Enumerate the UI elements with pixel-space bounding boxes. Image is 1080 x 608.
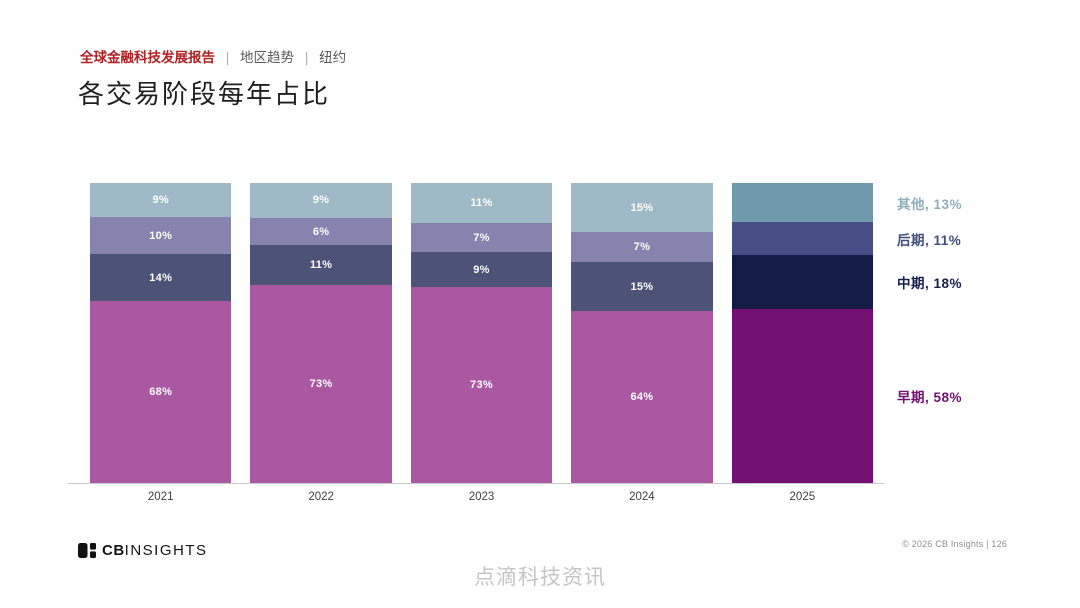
segment-other-2024[interactable]: 15% (571, 183, 713, 233)
segment-value-label: 9% (312, 194, 330, 207)
legend-early: 早期, 58% (897, 390, 963, 405)
watermark-text: 点滴科技资讯 (474, 566, 606, 589)
bar-2022: 9% 6% 11% 73% 2022 (250, 183, 392, 503)
bars-area: 9% 10% 14% 68% 2021 9% 6% 11% 73% 2022 11% 7% 9% 73% 2… (90, 183, 874, 503)
segment-early-2021[interactable]: 68% (90, 301, 232, 483)
segment-early-2023[interactable]: 73% (410, 287, 553, 483)
cb-insights-logo: CB INSIGHTS (78, 542, 208, 559)
bar-2025: 2025 (731, 183, 874, 503)
segment-value-label: 11% (470, 196, 493, 209)
legend: 其他, 13% 后期, 11% 中期, 18% 早期, 58% (897, 183, 1067, 483)
logo-text-cb: CB (102, 542, 125, 559)
segment-other-2021[interactable]: 9% (90, 183, 232, 218)
segment-value-label: 11% (309, 259, 333, 272)
segment-value-label: 73% (309, 378, 333, 391)
bar-stack-2025 (731, 183, 874, 483)
segment-value-label: 9% (152, 194, 169, 207)
bar-stack-2021: 9% 10% 14% 68% (90, 183, 232, 483)
breadcrumb: 全球金融科技发展报告 | 地区趋势 | 纽约 (80, 49, 346, 66)
segment-late-2023[interactable]: 7% (410, 222, 553, 253)
bar-stack-2023: 11% 7% 9% 73% (410, 183, 553, 483)
x-axis-label-2024: 2024 (629, 491, 655, 503)
logo-text-insights: INSIGHTS (124, 542, 208, 559)
x-axis-label-2025: 2025 (789, 491, 816, 503)
segment-other-2025[interactable] (731, 183, 874, 222)
bar-2024: 15% 7% 15% 64% 2024 (571, 183, 713, 503)
segment-early-2024[interactable]: 64% (571, 311, 713, 483)
breadcrumb-separator: | (304, 50, 309, 65)
segment-other-2022[interactable]: 9% (250, 183, 392, 218)
segment-mid-2023[interactable]: 9% (410, 252, 553, 288)
segment-value-label: 15% (630, 201, 654, 214)
segment-value-label: 73% (470, 379, 493, 392)
bar-stack-2024: 15% 7% 15% 64% (571, 183, 713, 483)
bar-2023: 11% 7% 9% 73% 2023 (410, 183, 553, 503)
segment-value-label: 7% (633, 241, 651, 254)
segment-value-label: 14% (149, 271, 173, 284)
segment-late-2022[interactable]: 6% (250, 217, 392, 246)
segment-value-label: 68% (149, 386, 173, 399)
segment-late-2025[interactable] (731, 222, 874, 255)
breadcrumb-section: 地区趋势 (240, 50, 295, 65)
segment-value-label: 10% (149, 229, 173, 242)
x-axis-label-2023: 2023 (468, 491, 495, 503)
segment-early-2022[interactable]: 73% (250, 285, 392, 483)
segment-mid-2022[interactable]: 11% (250, 245, 392, 286)
segment-value-label: 15% (630, 280, 654, 293)
segment-value-label: 6% (312, 225, 330, 238)
segment-value-label: 64% (630, 391, 654, 404)
legend-late: 后期, 11% (897, 232, 962, 248)
breadcrumb-separator: | (225, 50, 230, 65)
segment-mid-2024[interactable]: 15% (571, 261, 713, 312)
segment-mid-2021[interactable]: 14% (90, 254, 232, 302)
segment-late-2021[interactable]: 10% (90, 217, 232, 255)
legend-mid: 中期, 18% (897, 276, 963, 291)
segment-early-2025[interactable] (731, 309, 874, 483)
legend-other: 其他, 13% (897, 196, 963, 212)
x-axis-line (68, 483, 884, 484)
copyright-page-number: © 2026 CB Insights | 126 (902, 539, 1007, 549)
breadcrumb-report-title: 全球金融科技发展报告 (80, 50, 215, 65)
segment-other-2023[interactable]: 11% (410, 183, 553, 223)
x-axis-label-2021: 2021 (147, 491, 174, 503)
segment-mid-2025[interactable] (731, 255, 874, 309)
segment-late-2024[interactable]: 7% (571, 232, 713, 262)
cb-insights-logo-icon (78, 543, 96, 558)
x-axis-label-2022: 2022 (308, 491, 334, 503)
segment-value-label: 9% (473, 263, 490, 276)
breadcrumb-region: 纽约 (319, 50, 347, 65)
bar-2021: 9% 10% 14% 68% 2021 (90, 183, 232, 503)
bar-stack-2022: 9% 6% 11% 73% (250, 183, 392, 483)
page-title: 各交易阶段每年占比 (78, 79, 331, 109)
segment-value-label: 7% (473, 231, 490, 244)
